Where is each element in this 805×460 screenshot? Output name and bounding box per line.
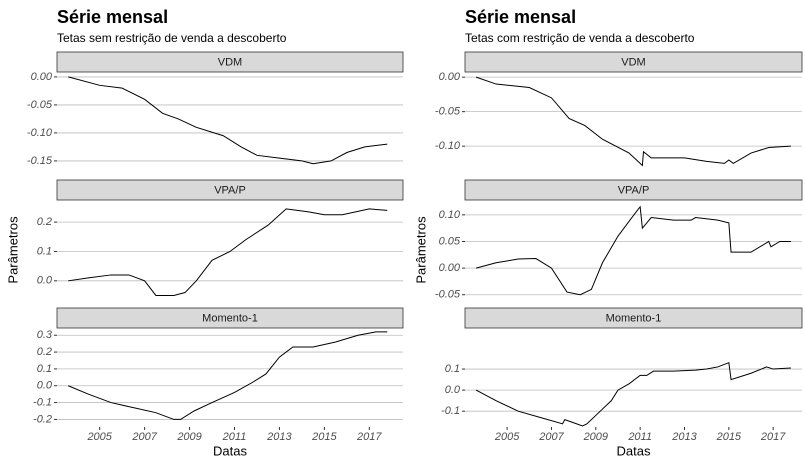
x-tick-label: 2015 [716, 431, 742, 443]
y-tick-label: 0.0 [37, 380, 53, 392]
x-tick-label: 2009 [176, 431, 201, 443]
x-tick-label: 2013 [671, 431, 697, 443]
y-tick-label: -0.05 [435, 289, 461, 301]
chart-subtitle: Tetas com restrição de venda a descobert… [465, 31, 695, 45]
y-tick-label: 0.00 [439, 71, 461, 83]
y-tick-label: 0.1 [37, 363, 52, 375]
facet-title: VPA/P [618, 184, 650, 196]
x-tick-label: 2011 [222, 431, 247, 443]
y-tick-label: 0.0 [445, 384, 461, 396]
x-tick-label: 2009 [583, 431, 608, 443]
facet-title: VDM [621, 56, 645, 68]
y-tick-label: 0.1 [445, 363, 460, 375]
y-tick-label: -0.10 [27, 127, 53, 139]
y-tick-label: 0.0 [37, 275, 53, 287]
x-tick-label: 2017 [760, 431, 786, 443]
y-tick-label: -0.10 [435, 140, 461, 152]
facet-title: VDM [218, 56, 242, 68]
x-tick-label: 2005 [86, 431, 112, 443]
y-tick-label: 0.1 [37, 245, 52, 257]
y-tick-label: 0.2 [37, 346, 52, 358]
facet-title: Momento-1 [202, 312, 258, 324]
facet-title: VPA/P [214, 184, 246, 196]
series-line [475, 362, 791, 427]
y-axis-title: Parâmetros [5, 216, 20, 284]
y-tick-label: -0.05 [435, 106, 461, 118]
y-tick-label: 0.10 [439, 209, 461, 221]
chart-title: Série mensal [57, 7, 168, 27]
facet-strip [464, 179, 803, 201]
series-line [475, 76, 791, 167]
y-tick-label: 0.00 [31, 71, 53, 83]
y-tick-label: -0.1 [441, 405, 460, 417]
x-tick-label: 2011 [627, 431, 652, 443]
chart-title: Série mensal [465, 7, 576, 27]
x-axis-title: Datas [213, 443, 247, 458]
y-tick-label: 0.3 [37, 329, 53, 341]
y-tick-label: -0.2 [33, 413, 52, 425]
x-tick-label: 2007 [538, 431, 564, 443]
x-tick-label: 2015 [311, 431, 337, 443]
y-tick-label: 0.05 [439, 235, 461, 247]
facet-strip [56, 51, 404, 73]
facet-strip [464, 51, 803, 73]
series-line [68, 76, 388, 165]
y-tick-label: -0.1 [33, 396, 52, 408]
facet-strip [56, 307, 404, 329]
y-tick-label: 0.00 [439, 262, 461, 274]
y-tick-label: -0.15 [27, 155, 53, 167]
series-line [68, 331, 388, 420]
facet-strip [56, 179, 404, 201]
chart-subtitle: Tetas sem restrição de venda a descobert… [57, 31, 287, 45]
x-tick-label: 2005 [494, 431, 520, 443]
facet-title: Momento-1 [606, 312, 662, 324]
facet-strip [464, 307, 803, 329]
x-tick-label: 2007 [131, 431, 157, 443]
series-line [68, 208, 388, 296]
y-tick-label: -0.05 [27, 99, 53, 111]
x-tick-label: 2017 [356, 431, 382, 443]
x-axis-title: Datas [617, 443, 651, 458]
y-axis-title: Parâmetros [413, 216, 428, 284]
x-tick-label: 2013 [266, 431, 292, 443]
series-line [475, 205, 791, 296]
y-tick-label: 0.2 [37, 216, 52, 228]
